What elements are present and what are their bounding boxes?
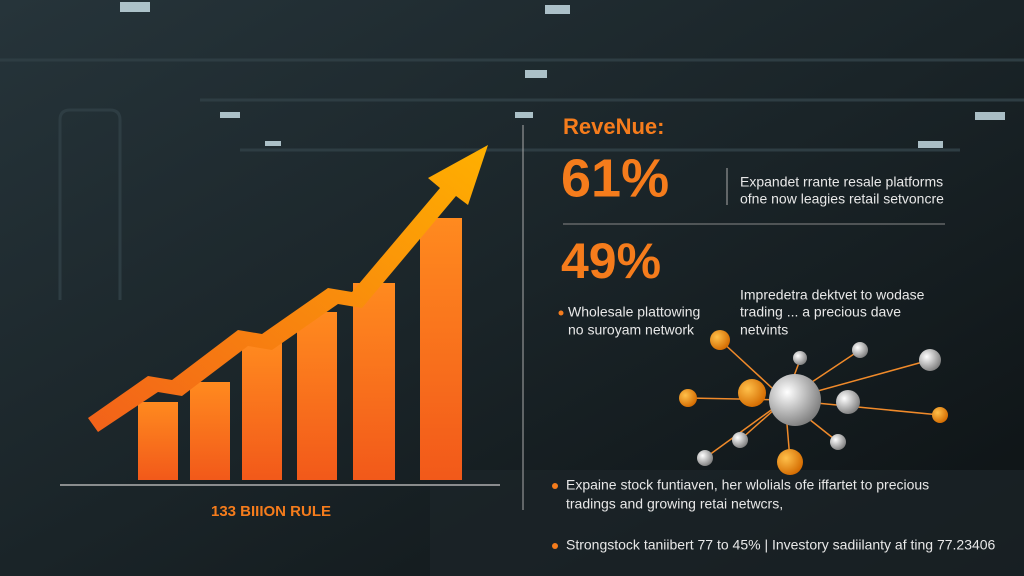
stat-value: 49% (561, 233, 661, 289)
bullet-text: Expaine stock funtiaven, her wlolials of… (566, 477, 929, 493)
bullet (552, 543, 558, 549)
side-note: trading ... a precious dave (740, 304, 901, 320)
side-note: netvints (740, 322, 788, 338)
side-note: Impredetra dektvet to wodase (740, 287, 925, 303)
network-illustration (679, 330, 948, 475)
stat-text: Wholesale plattowing (568, 304, 700, 320)
stat-text: ofne now leagies retail setvoncre (740, 191, 944, 207)
bar-illustration (60, 145, 500, 486)
bullet-text: Strongstock taniibert 77 to 45% | Invest… (566, 537, 996, 553)
stat-text: no suroyam network (568, 322, 695, 338)
revenue-label: ReveNue: (563, 114, 664, 139)
bullet (558, 310, 564, 316)
stat-value: 61% (561, 148, 669, 208)
floor (430, 470, 1024, 576)
bullet (552, 483, 558, 489)
warehouse-beams (0, 58, 1024, 300)
ceiling-lights (120, 2, 1005, 148)
chart-caption: 133 BIIION RULE (211, 503, 331, 520)
bullet-text: tradings and growing retai netwcrs, (566, 496, 783, 512)
stat-text: Expandet rrante resale platforms (740, 174, 943, 190)
